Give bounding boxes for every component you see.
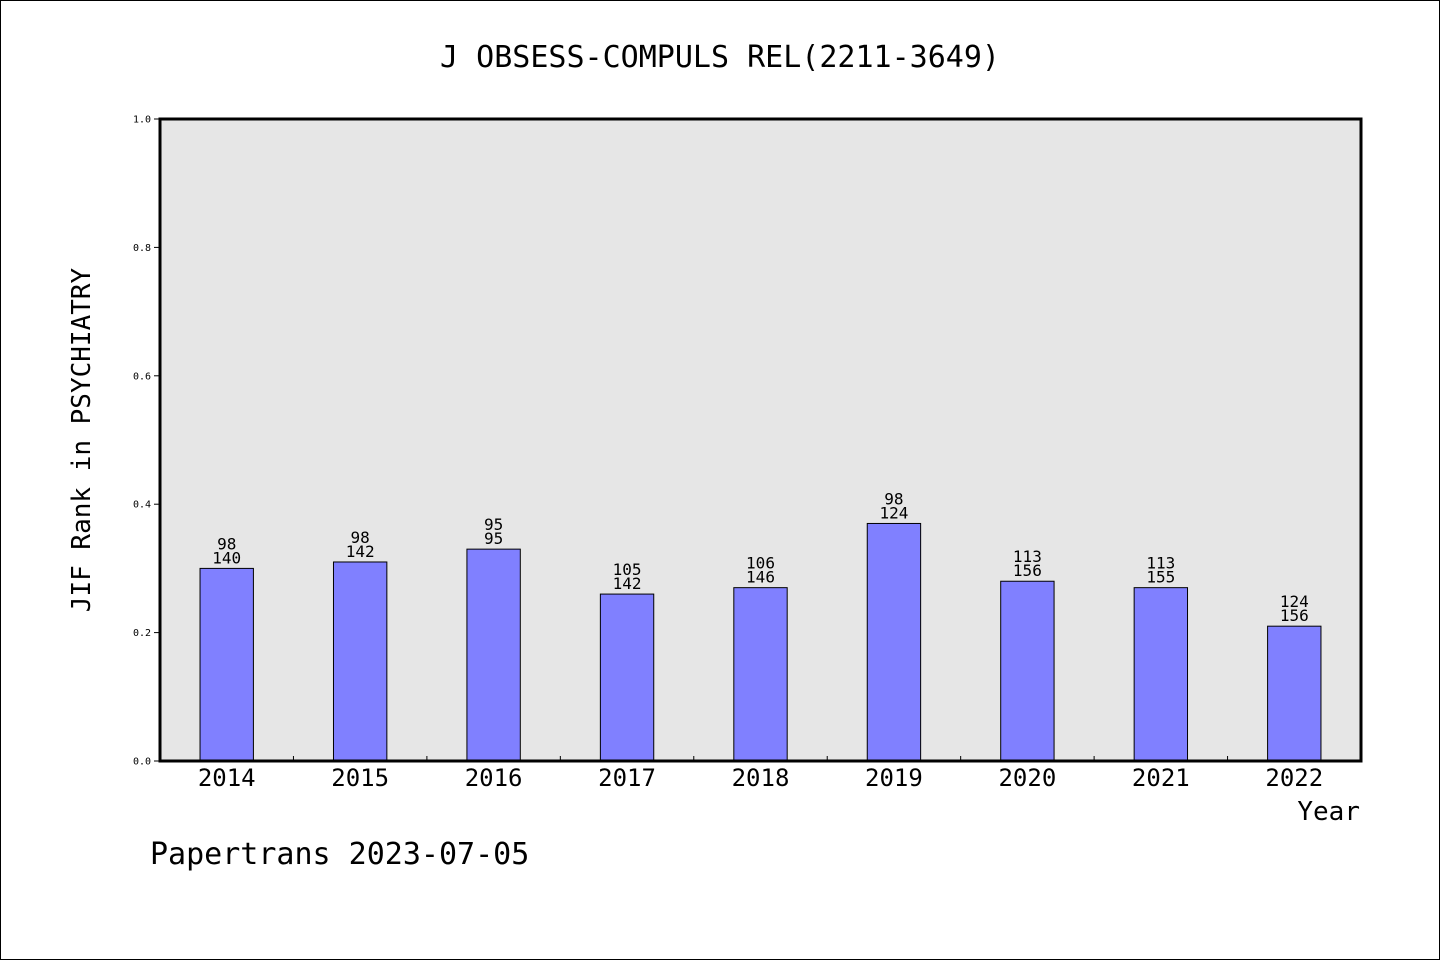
bar-label-bottom: 142 [346, 542, 375, 561]
bar-label-top: 98 [351, 528, 370, 547]
bar [866, 522, 922, 762]
bar-label-bottom: 95 [484, 529, 503, 548]
y-tick-label: 0.8 [133, 243, 151, 254]
y-tick-label: 1.0 [133, 115, 151, 126]
bar-label-top: 98 [884, 489, 903, 508]
bar-label-bottom: 142 [613, 574, 642, 593]
bar-label-bottom: 140 [212, 548, 241, 567]
x-tick-label: 2021 [1132, 764, 1190, 792]
y-tick-label: 0.4 [133, 500, 151, 511]
bar-label-top: 113 [1146, 554, 1175, 573]
x-tick-label: 2014 [198, 764, 256, 792]
bar [599, 593, 655, 762]
bar-label-bottom: 146 [746, 568, 775, 587]
bar [1000, 580, 1055, 762]
bar-label-bottom: 156 [1013, 561, 1042, 580]
watermark: Papertrans 2023-07-05 [150, 837, 529, 872]
bar-label-bottom: 155 [1146, 568, 1175, 587]
bar-label-bottom: 124 [879, 503, 908, 522]
bar [1133, 587, 1189, 762]
bar [733, 587, 788, 762]
bar-label-top: 113 [1013, 547, 1042, 566]
x-tick-label: 2015 [331, 764, 389, 792]
x-tick-label: 2016 [465, 764, 523, 792]
bar [199, 567, 254, 762]
x-tick-label: 2022 [1265, 764, 1323, 792]
x-axis-label: Year [1297, 797, 1360, 827]
y-tick-label: 0.6 [133, 371, 151, 382]
x-tick-label: 2020 [998, 764, 1056, 792]
plot-frame [158, 117, 1363, 763]
bar [1267, 625, 1322, 762]
x-tick-label: 2019 [865, 764, 923, 792]
bar-label-top: 98 [217, 534, 236, 553]
bar [466, 548, 521, 762]
y-tick-label: 0.0 [133, 757, 151, 768]
y-tick-label: 0.2 [133, 628, 151, 639]
bar-label-top: 95 [484, 515, 503, 534]
x-tick-label: 2018 [732, 764, 790, 792]
bar-label-top: 105 [613, 560, 642, 579]
bar [332, 561, 388, 762]
bar-label-bottom: 156 [1280, 606, 1309, 625]
bar-label-top: 124 [1280, 592, 1309, 611]
bar-label-top: 106 [746, 554, 775, 573]
y-axis-label: JIF Rank in PSYCHIATRY [67, 267, 97, 612]
plot-area: 0.00.20.40.60.81.09814020149814220159595… [133, 115, 1363, 792]
chart-title: J OBSESS-COMPULS REL(2211-3649) [440, 40, 1000, 75]
x-tick-label: 2017 [598, 764, 656, 792]
